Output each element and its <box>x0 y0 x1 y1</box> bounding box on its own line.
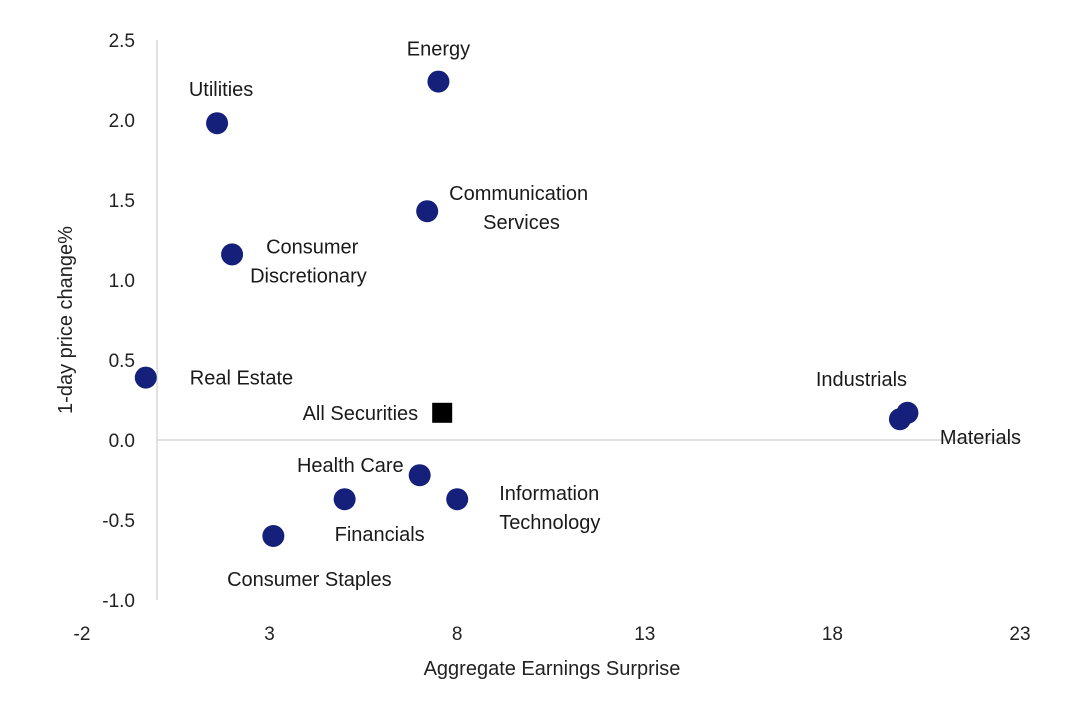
point-marker <box>333 488 356 511</box>
point-label: Industrials <box>816 369 907 391</box>
y-tick-label: -1.0 <box>102 591 135 612</box>
point-label-line: Discretionary <box>250 265 367 287</box>
point-label-line: Materials <box>940 427 1021 449</box>
point-label: Energy <box>407 39 470 61</box>
point-label-line: Financials <box>335 524 425 546</box>
point-label: Communication Services <box>449 183 588 234</box>
point-labels: Energy Utilities Communication Services Cons… <box>189 39 1021 591</box>
y-tick-label: 1.0 <box>109 271 135 292</box>
x-tick-label: 13 <box>634 624 655 645</box>
point-label: Health Care <box>297 455 404 477</box>
y-tick-label: 2.5 <box>109 31 135 52</box>
point-marker <box>888 408 911 431</box>
x-tick-label: -2 <box>74 624 91 645</box>
point-label: Information Technology <box>499 483 600 534</box>
point-label-line: Communication <box>449 183 588 205</box>
point-label-line: Consumer Staples <box>227 569 392 591</box>
point-label-line: All Securities <box>303 403 419 425</box>
x-tick-label: 23 <box>1009 624 1030 645</box>
point-marker <box>416 200 439 223</box>
point-label-line: Energy <box>407 39 470 61</box>
point-label: Consumer Staples <box>227 569 392 591</box>
point-label-line: Information <box>499 483 599 505</box>
y-tick-labels: 2.5 2.0 1.5 1.0 0.5 0.0 -0.5 -1.0 <box>102 31 135 612</box>
point-label-line: Real Estate <box>190 368 293 390</box>
point-marker <box>427 70 450 93</box>
y-tick-label: 0.5 <box>109 351 135 372</box>
point-label-line: Technology <box>499 512 600 534</box>
point-label-line: Health Care <box>297 455 404 477</box>
point-label-line: Utilities <box>189 79 253 101</box>
y-tick-label: 0.0 <box>109 431 135 452</box>
point-label-line: Consumer <box>266 236 359 258</box>
point-label: Consumer Discretionary <box>250 236 367 287</box>
x-axis-title: Aggregate Earnings Surprise <box>424 658 681 680</box>
point-label-line: Industrials <box>816 369 907 391</box>
data-points <box>134 70 919 547</box>
point-label: Utilities <box>189 79 253 101</box>
point-label: Materials <box>940 427 1021 449</box>
point-marker <box>206 112 229 135</box>
y-axis-title: 1-day price change% <box>55 226 77 414</box>
point-marker <box>221 243 244 266</box>
point-marker <box>134 366 157 389</box>
point-marker-square <box>432 402 453 423</box>
point-label: Real Estate <box>190 368 293 390</box>
y-tick-label: 2.0 <box>109 111 135 132</box>
point-marker <box>408 464 431 487</box>
x-tick-label: 18 <box>822 624 843 645</box>
y-tick-label: -0.5 <box>102 511 135 532</box>
point-marker <box>262 525 285 547</box>
point-label: Financials <box>335 524 425 546</box>
y-tick-label: 1.5 <box>109 191 135 212</box>
x-tick-label: 3 <box>264 624 275 645</box>
point-label: All Securities <box>303 403 419 425</box>
x-tick-labels: -2 3 8 13 18 23 <box>74 624 1031 645</box>
axes <box>156 40 1020 600</box>
point-marker <box>446 488 469 511</box>
x-tick-label: 8 <box>452 624 463 645</box>
point-label-line: Services <box>483 212 560 234</box>
